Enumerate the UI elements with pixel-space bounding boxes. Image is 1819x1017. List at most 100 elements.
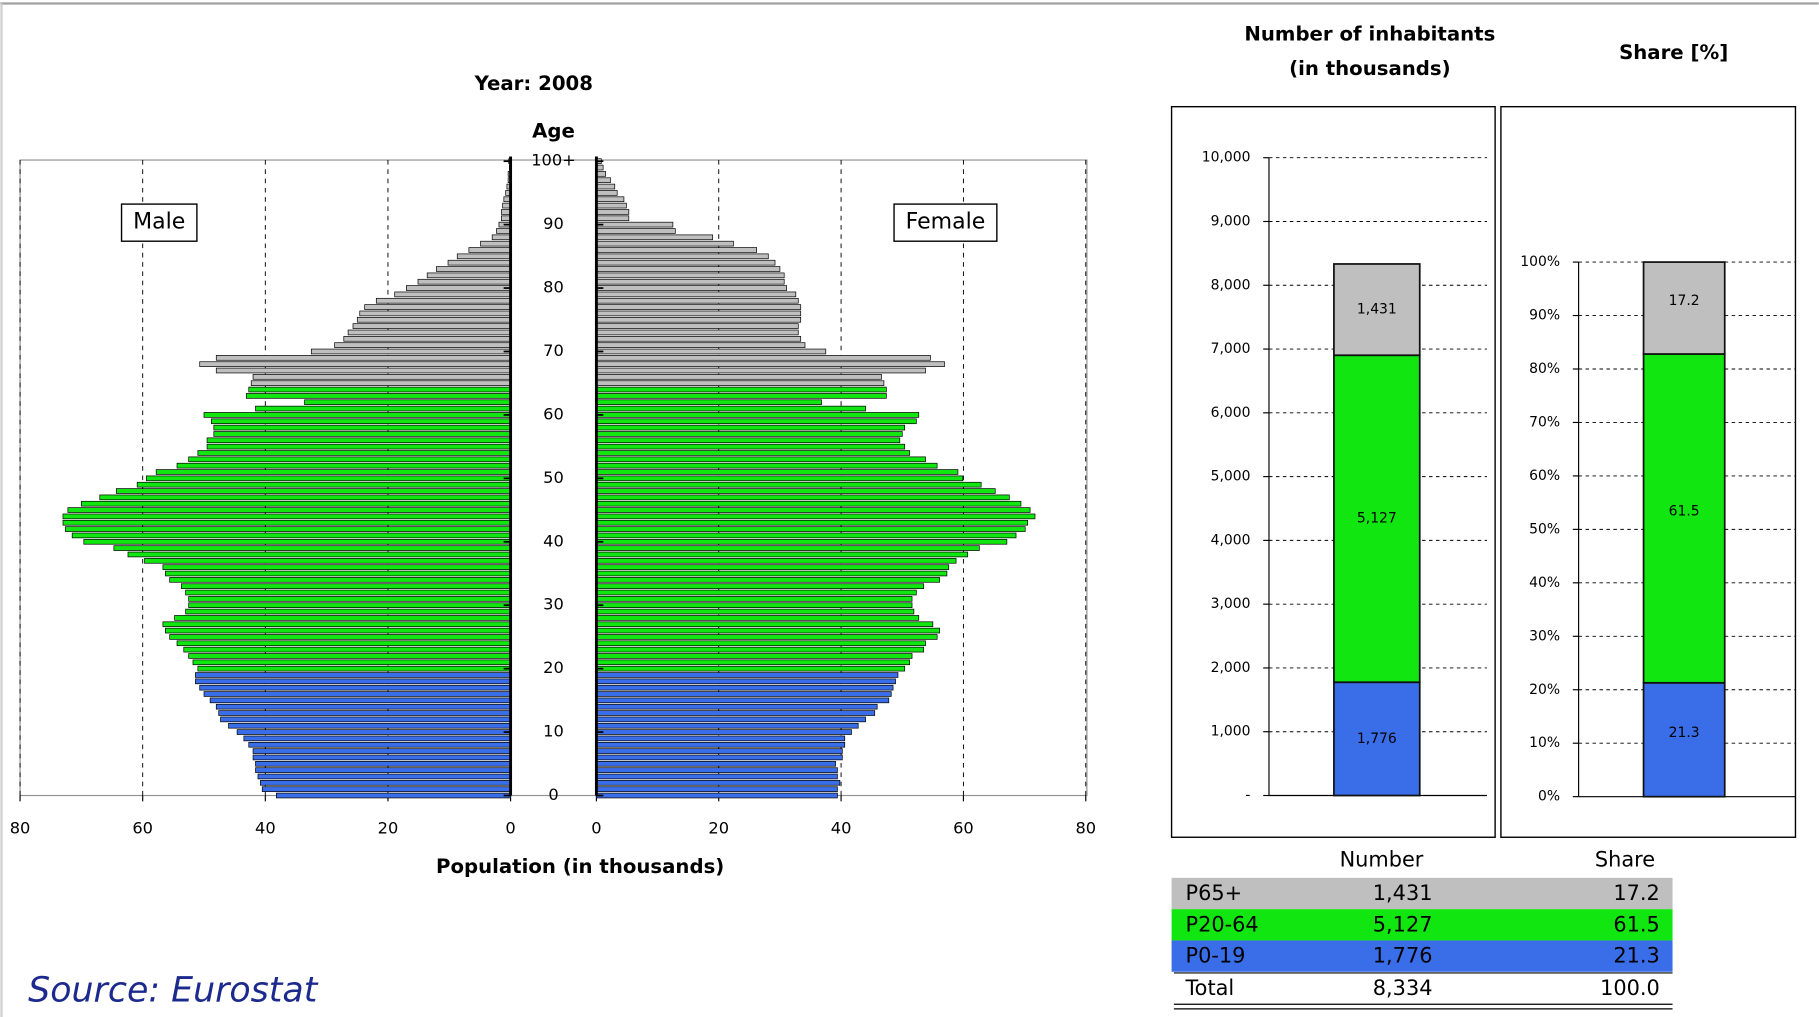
table-cell: 1,776 xyxy=(1373,944,1433,968)
population-bar xyxy=(228,722,511,729)
population-bar xyxy=(596,469,959,475)
bar-segment xyxy=(1333,354,1421,684)
population-bar xyxy=(596,526,1026,532)
population-bar xyxy=(65,526,511,532)
population-bar xyxy=(596,558,957,564)
population-bar xyxy=(596,589,917,596)
population-bar xyxy=(417,278,511,285)
population-bar xyxy=(596,519,1029,526)
population-bar xyxy=(596,342,806,348)
population-bar xyxy=(596,291,797,298)
population-bar xyxy=(596,278,785,285)
population-bar xyxy=(596,627,940,634)
population-bar xyxy=(596,551,969,558)
x-tick-label: 40 xyxy=(255,819,276,838)
population-bar xyxy=(195,672,511,678)
population-bar xyxy=(596,773,838,780)
y-tick-label: 30% xyxy=(1529,628,1560,644)
bar-segment xyxy=(1642,261,1726,355)
population-bar xyxy=(255,405,511,412)
population-bar xyxy=(596,754,843,761)
age-label: 50 xyxy=(543,468,564,487)
population-bar xyxy=(596,228,676,234)
population-bar xyxy=(206,437,511,444)
table-cell: 5,127 xyxy=(1373,912,1433,936)
x-tick-label: 0 xyxy=(505,819,515,838)
population-bar xyxy=(456,253,511,260)
population-bar xyxy=(199,684,511,691)
age-label: 40 xyxy=(543,531,564,550)
population-bar xyxy=(468,247,511,253)
series-label: Female xyxy=(906,210,986,235)
population-bar xyxy=(162,564,511,570)
x-tick-label: 60 xyxy=(132,819,153,838)
population-bar xyxy=(364,304,511,310)
population-bar xyxy=(211,418,511,425)
population-bar xyxy=(596,780,841,786)
population-bar xyxy=(195,678,511,685)
y-tick-label: 60% xyxy=(1529,468,1560,484)
population-bar xyxy=(174,615,511,621)
population-bar xyxy=(596,247,758,253)
population-bar xyxy=(215,703,511,710)
y-tick-label: 9,000 xyxy=(1211,213,1251,229)
population-bar xyxy=(343,336,511,342)
population-bar xyxy=(236,729,511,735)
population-bar xyxy=(596,615,920,621)
y-tick-label: 6,000 xyxy=(1211,405,1251,421)
pyramid-title: Year: 2008 xyxy=(474,72,593,95)
population-bar xyxy=(596,297,799,304)
population-bar xyxy=(596,659,910,666)
population-bar xyxy=(596,494,1010,501)
population-bar xyxy=(596,665,906,672)
population-bar xyxy=(359,310,511,317)
table-total: Total xyxy=(1184,976,1234,1000)
population-bar xyxy=(596,450,910,456)
table-header: Share xyxy=(1595,847,1655,871)
population-bar xyxy=(213,424,511,431)
y-tick-label: 50% xyxy=(1529,521,1560,537)
population-bar xyxy=(213,431,511,437)
y-tick-label: 90% xyxy=(1529,308,1560,324)
x-tick-label: 60 xyxy=(953,819,974,838)
population-bar xyxy=(62,519,511,526)
table-total: 8,334 xyxy=(1373,976,1433,1000)
population-bar xyxy=(276,792,511,799)
population-bar xyxy=(596,564,950,570)
population-bar xyxy=(596,177,611,184)
population-bar xyxy=(596,684,894,691)
population-bar xyxy=(596,538,1008,545)
population-bar xyxy=(496,228,511,234)
population-bar xyxy=(596,646,925,653)
y-tick-label: - xyxy=(1245,788,1250,804)
population-bar xyxy=(188,456,511,463)
population-bar xyxy=(203,412,511,418)
population-bar xyxy=(67,507,511,513)
population-bar xyxy=(183,646,511,653)
x-tick-label: 0 xyxy=(591,819,601,838)
y-tick-label: 10% xyxy=(1529,735,1560,751)
table-cell: P20-64 xyxy=(1185,912,1258,936)
population-bar xyxy=(243,735,511,742)
population-bar xyxy=(310,348,511,355)
table-row xyxy=(1171,940,1673,972)
population-bar xyxy=(188,653,511,659)
population-bar xyxy=(255,767,511,773)
population-bar xyxy=(248,386,511,393)
age-label: 90 xyxy=(543,214,564,233)
population-bar xyxy=(596,786,838,792)
population-bar xyxy=(206,443,511,450)
population-bar xyxy=(127,551,511,558)
population-bar xyxy=(596,329,799,336)
population-bar xyxy=(185,589,511,596)
population-bar xyxy=(596,310,802,317)
population-bar xyxy=(596,393,887,399)
population-bar xyxy=(596,678,896,685)
population-bar xyxy=(426,272,511,279)
population-bar xyxy=(215,367,511,374)
population-bar xyxy=(596,577,940,583)
population-bar xyxy=(169,577,511,583)
y-tick-label: 8,000 xyxy=(1211,277,1251,293)
population-bar xyxy=(596,570,948,577)
